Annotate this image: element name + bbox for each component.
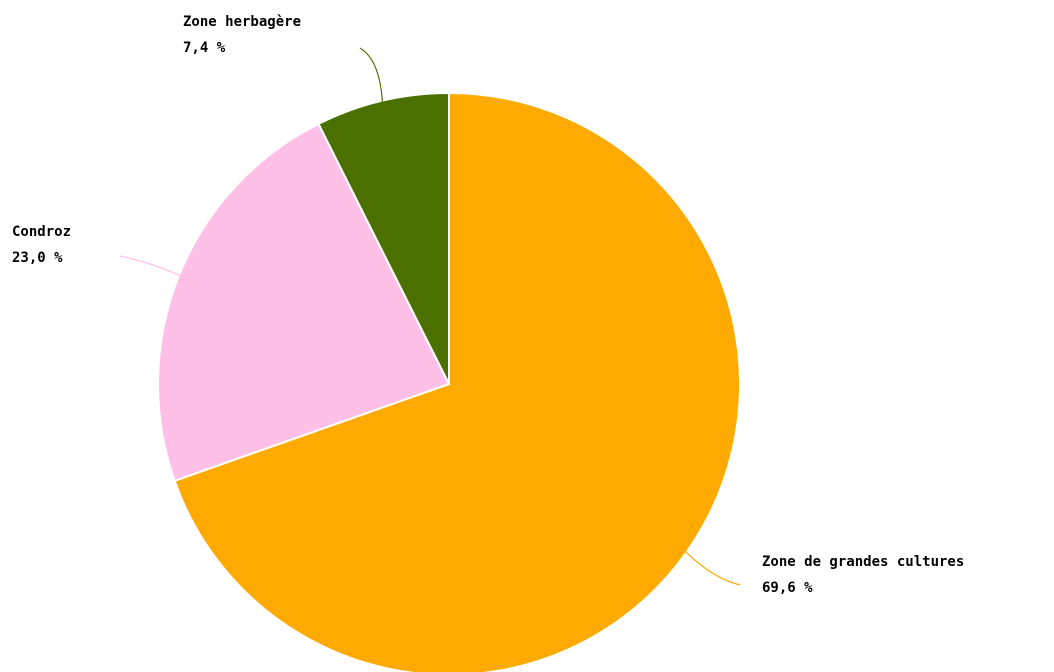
slice-value-label: 7,4 %: [183, 40, 226, 56]
slice-value-label: 23,0 %: [12, 250, 63, 266]
leader-line: [359, 47, 384, 103]
slice-label: Condroz: [12, 224, 71, 240]
leader-line: [119, 255, 182, 277]
slice-label: Zone de grandes cultures: [762, 554, 964, 570]
slice-label: Zone herbagère: [183, 14, 301, 30]
leader-line: [684, 550, 741, 586]
slice-value-label: 69,6 %: [762, 580, 813, 596]
